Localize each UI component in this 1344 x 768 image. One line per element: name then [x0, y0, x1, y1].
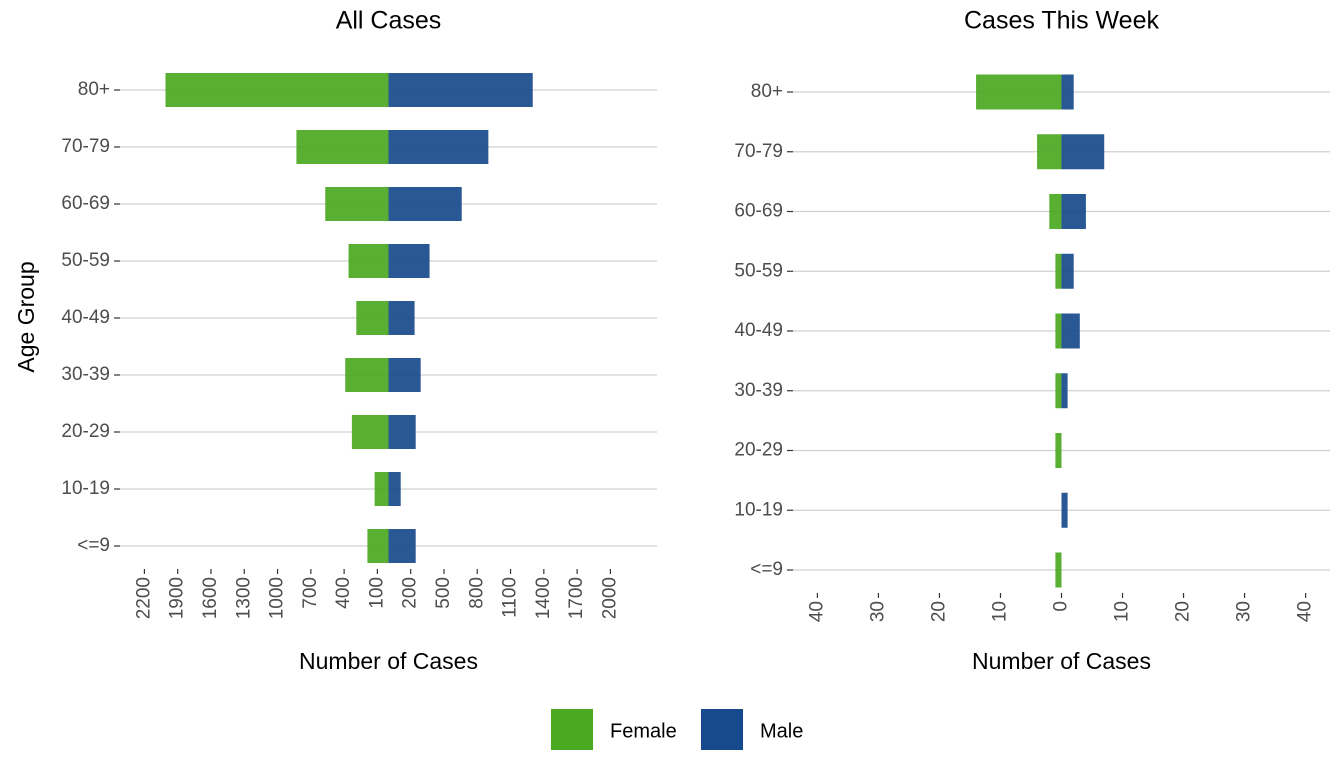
x-axis-title: Number of Cases — [299, 648, 478, 674]
y-tick-label: 30-39 — [61, 364, 110, 385]
y-tick-label: 50-59 — [61, 250, 110, 271]
bar — [388, 415, 416, 449]
bar — [1037, 134, 1062, 170]
bar — [356, 301, 389, 335]
chart-title: Cases This Week — [964, 7, 1159, 35]
y-tick-label: 40-49 — [734, 320, 783, 341]
x-tick-label: 10 — [989, 601, 1010, 622]
bar — [1055, 373, 1062, 409]
x-tick-label: 40 — [1295, 601, 1316, 622]
y-tick-label: 20-29 — [61, 421, 110, 442]
x-tick-label: 2000 — [599, 577, 620, 619]
y-tick-label: 70-79 — [61, 136, 110, 157]
bar — [976, 74, 1062, 110]
y-tick-label: 10-19 — [61, 478, 110, 499]
x-tick-label: 500 — [433, 577, 454, 609]
bar — [388, 130, 489, 164]
x-tick-label: 1100 — [500, 577, 521, 618]
bar — [351, 415, 389, 449]
x-tick-label: 40 — [806, 601, 827, 622]
legend-swatch — [701, 709, 743, 750]
y-tick-label: <=9 — [750, 559, 783, 580]
bar — [1055, 433, 1062, 468]
bar — [388, 358, 421, 392]
chart-title: All Cases — [336, 7, 442, 35]
y-axis-title: Age Group — [13, 261, 39, 372]
x-tick-label: 1400 — [533, 577, 554, 619]
bar — [165, 73, 389, 107]
y-tick-label: 20-29 — [734, 440, 783, 461]
bar — [325, 187, 389, 221]
y-tick-label: 80+ — [751, 81, 783, 102]
bar — [388, 472, 401, 506]
bar — [1061, 253, 1074, 289]
x-tick-label: 1700 — [566, 577, 587, 619]
bar — [1061, 134, 1105, 170]
bar — [1055, 313, 1062, 349]
bar — [388, 529, 416, 563]
x-tick-label: 20 — [928, 601, 949, 622]
y-tick-label: 60-69 — [61, 193, 110, 214]
y-tick-label: 40-49 — [61, 307, 110, 328]
x-tick-label: 1300 — [233, 577, 254, 619]
y-tick-label: 80+ — [78, 79, 110, 100]
y-tick-label: 10-19 — [734, 499, 783, 520]
y-tick-label: 70-79 — [734, 141, 783, 162]
bar — [345, 358, 389, 392]
y-tick-label: 60-69 — [734, 201, 783, 222]
bar — [296, 130, 389, 164]
x-tick-label: 2200 — [133, 577, 154, 619]
x-tick-label: 800 — [466, 577, 487, 609]
x-tick-label: 0 — [1051, 601, 1072, 612]
x-tick-label: 100 — [366, 577, 387, 609]
bar — [374, 472, 389, 506]
x-tick-label: 1600 — [200, 577, 221, 619]
y-tick-label: 30-39 — [734, 380, 783, 401]
bar — [1061, 492, 1068, 528]
bar — [1061, 194, 1086, 229]
x-tick-label: 200 — [400, 577, 421, 609]
x-axis-title: Number of Cases — [972, 648, 1151, 674]
bar — [1055, 552, 1062, 588]
x-tick-label: 400 — [333, 577, 354, 609]
x-tick-label: 20 — [1173, 601, 1194, 622]
bar — [348, 244, 389, 278]
bar — [388, 244, 430, 278]
bar — [388, 187, 462, 221]
legend-label: Female — [610, 720, 677, 742]
bar — [1055, 253, 1062, 289]
x-tick-label: 1000 — [267, 577, 288, 619]
bar — [1061, 313, 1080, 349]
legend-label: Male — [760, 720, 803, 742]
x-tick-label: 1900 — [167, 577, 188, 619]
y-tick-label: 50-59 — [734, 260, 783, 281]
bar — [1061, 373, 1068, 409]
bar — [1061, 74, 1074, 110]
x-tick-label: 700 — [300, 577, 321, 609]
y-tick-label: <=9 — [77, 535, 110, 556]
bar — [388, 73, 533, 107]
x-tick-label: 30 — [1234, 601, 1255, 622]
bar — [388, 301, 415, 335]
bar — [1049, 194, 1062, 229]
legend-swatch — [551, 709, 593, 750]
x-tick-label: 10 — [1112, 601, 1133, 622]
bar — [367, 529, 389, 563]
x-tick-label: 30 — [867, 601, 888, 622]
